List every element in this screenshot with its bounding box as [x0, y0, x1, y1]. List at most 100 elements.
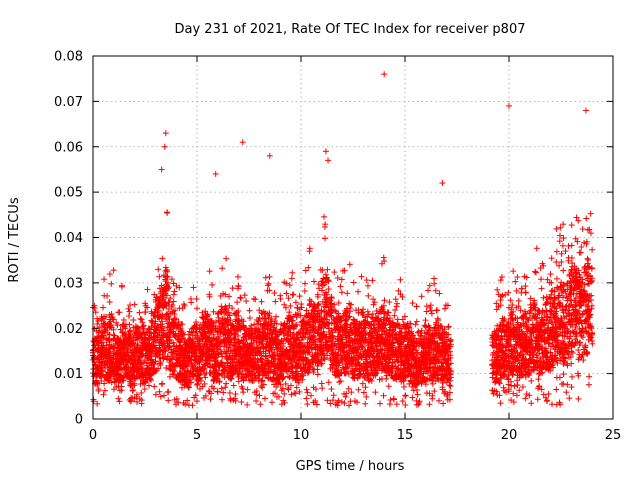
scatter-point	[369, 277, 376, 284]
scatter-point	[308, 392, 315, 399]
scatter-point	[114, 344, 121, 351]
scatter-point	[400, 383, 407, 390]
scatter-point	[432, 287, 439, 294]
scatter-point	[325, 379, 332, 386]
scatter-point	[145, 335, 152, 342]
scatter-point	[120, 377, 127, 384]
scatter-point	[246, 307, 253, 314]
scatter-point	[278, 401, 285, 408]
scatter-point	[131, 395, 138, 402]
scatter-point	[364, 282, 371, 289]
scatter-point	[94, 379, 101, 386]
scatter-point	[90, 398, 97, 405]
scatter-point	[358, 273, 365, 280]
scatter-point	[394, 300, 401, 307]
scatter-point	[350, 279, 357, 286]
scatter-point	[412, 321, 419, 328]
scatter-point	[409, 300, 416, 307]
scatter-point	[146, 375, 153, 382]
scatter-point	[135, 370, 142, 377]
scatter-point	[303, 386, 310, 393]
scatter-point	[328, 386, 335, 393]
scatter-point	[304, 401, 311, 408]
scatter-point	[150, 337, 157, 344]
scatter-point	[119, 333, 126, 340]
scatter-point	[117, 326, 124, 333]
scatter-point	[132, 365, 139, 372]
scatter-point	[229, 285, 236, 292]
scatter-point	[232, 391, 239, 398]
scatter-point	[142, 308, 149, 315]
scatter-point	[286, 309, 293, 316]
scatter-point	[268, 399, 275, 406]
scatter-point	[125, 313, 132, 320]
scatter-point	[148, 308, 155, 315]
scatter-point	[132, 328, 139, 335]
scatter-point	[133, 391, 140, 398]
scatter-point	[152, 318, 159, 325]
scatter-point	[508, 311, 515, 318]
scatter-point	[392, 296, 399, 303]
scatter-point	[376, 400, 383, 407]
scatter-point	[322, 221, 329, 228]
scatter-point	[129, 387, 136, 394]
scatter-point	[155, 266, 162, 273]
scatter-point	[110, 267, 117, 274]
scatter-point	[338, 276, 345, 283]
scatter-point	[257, 401, 264, 408]
scatter-point	[290, 291, 297, 298]
scatter-point	[301, 288, 308, 295]
scatter-point	[397, 276, 404, 283]
scatter-point	[219, 396, 226, 403]
scatter-point	[330, 392, 337, 399]
scatter-point	[138, 365, 145, 372]
scatter-point	[188, 299, 195, 306]
scatter-point	[136, 361, 143, 368]
scatter-point	[434, 315, 441, 322]
scatter-point	[246, 315, 253, 322]
scatter-point	[141, 386, 148, 393]
scatter-point	[422, 323, 429, 330]
scatter-point	[256, 392, 263, 399]
scatter-point	[355, 386, 362, 393]
scatter-point	[291, 390, 298, 397]
scatter-point	[140, 329, 147, 336]
scatter-point	[348, 389, 355, 396]
scatter-point	[137, 315, 144, 322]
scatter-point	[136, 335, 143, 342]
scatter-point	[110, 316, 117, 323]
scatter-point	[127, 333, 134, 340]
scatter-point	[194, 398, 201, 405]
scatter-point	[244, 401, 251, 408]
scatter-point	[119, 282, 126, 289]
scatter-point	[386, 401, 393, 408]
scatter-point	[346, 261, 353, 268]
scatter-point	[99, 339, 106, 346]
scatter-point	[413, 303, 420, 310]
scatter-point	[108, 324, 115, 331]
scatter-point	[261, 395, 268, 402]
scatter-point	[102, 324, 109, 331]
scatter-point	[445, 323, 452, 330]
scatter-point	[498, 274, 505, 281]
scatter-point	[131, 382, 138, 389]
scatter-point	[235, 378, 242, 385]
scatter-point	[126, 321, 133, 328]
scatter-point	[156, 388, 163, 395]
scatter-point	[362, 400, 369, 407]
scatter-point	[328, 300, 335, 307]
scatter-point	[223, 255, 230, 262]
scatter-point	[119, 366, 126, 373]
scatter-point	[380, 392, 387, 399]
scatter-point	[111, 379, 118, 386]
scatter-point	[202, 374, 209, 381]
scatter-point	[130, 317, 137, 324]
scatter-point	[126, 331, 133, 338]
scatter-point	[494, 286, 501, 293]
scatter-point	[325, 286, 332, 293]
scatter-point	[119, 329, 126, 336]
scatter-point	[402, 402, 409, 409]
scatter-point	[392, 307, 399, 314]
scatter-point	[144, 369, 151, 376]
scatter-point	[418, 293, 425, 300]
